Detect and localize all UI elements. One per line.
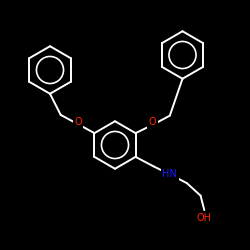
Text: O: O — [148, 118, 156, 128]
Text: O: O — [74, 116, 82, 126]
Text: HN: HN — [162, 170, 177, 179]
Text: OH: OH — [197, 212, 212, 223]
